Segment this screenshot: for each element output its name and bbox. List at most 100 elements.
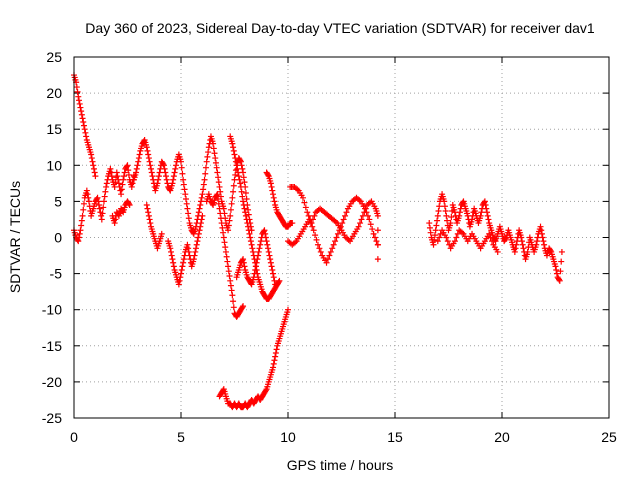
data-point: [512, 245, 519, 252]
data-point: [79, 115, 86, 122]
data-point: [240, 174, 247, 181]
data-point: [245, 227, 252, 234]
data-point: [317, 248, 324, 255]
data-point: [326, 252, 333, 259]
data-point: [82, 129, 89, 136]
data-point: [275, 279, 282, 286]
data-point: [431, 232, 438, 239]
data-point: [169, 180, 176, 187]
data-point: [456, 212, 463, 219]
data-point: [136, 151, 143, 158]
data-point: [217, 215, 224, 222]
data-point: [486, 230, 493, 237]
data-point: [213, 164, 220, 171]
data-point: [197, 198, 204, 205]
data-point: [231, 151, 238, 158]
data-point: [146, 216, 153, 223]
data-point: [524, 248, 531, 255]
data-point: [145, 212, 152, 219]
data-point: [229, 292, 236, 299]
data-point: [533, 238, 540, 245]
data-point: [80, 200, 87, 207]
data-point: [427, 229, 434, 236]
data-point: [245, 211, 252, 218]
data-point: [436, 234, 443, 241]
data-point: [220, 234, 227, 241]
data-point: [268, 263, 275, 270]
data-point: [90, 162, 97, 169]
data-point: [89, 158, 96, 165]
data-point: [552, 263, 559, 270]
data-point: [198, 194, 205, 201]
data-point: [333, 234, 340, 241]
data-point: [226, 217, 233, 224]
data-point: [265, 171, 272, 178]
data-point: [196, 205, 203, 212]
data-point: [255, 252, 262, 259]
data-point: [547, 247, 554, 254]
data-point: [228, 200, 235, 207]
data-point: [214, 169, 221, 176]
data-point: [76, 100, 83, 107]
data-point: [202, 164, 209, 171]
data-point: [175, 281, 182, 288]
data-point: [171, 169, 178, 176]
data-point: [230, 182, 237, 189]
data-point: [78, 217, 85, 224]
data-point: [158, 230, 165, 237]
data-point: [133, 165, 140, 172]
data-point: [80, 118, 87, 125]
data-point: [265, 245, 272, 252]
data-point: [426, 220, 433, 227]
data-point: [125, 167, 132, 174]
data-point: [266, 252, 273, 259]
data-point: [502, 235, 509, 242]
data-point: [178, 164, 185, 171]
data-point: [203, 158, 210, 165]
data-point: [200, 181, 207, 188]
data-point: [453, 234, 460, 241]
data-point: [230, 147, 237, 154]
data-point: [308, 220, 315, 227]
data-point: [230, 188, 237, 195]
data-point: [111, 220, 118, 227]
data-point: [178, 266, 185, 273]
y-tick-label: 10: [46, 157, 62, 173]
data-point: [241, 179, 248, 186]
data-point: [374, 256, 381, 263]
data-point: [253, 259, 260, 266]
data-point: [217, 210, 224, 217]
data-point: [195, 230, 202, 237]
data-point: [204, 153, 211, 160]
data-point: [433, 222, 440, 229]
data-point: [242, 189, 249, 196]
data-point: [234, 165, 241, 172]
data-point: [96, 205, 103, 212]
data-point: [125, 171, 132, 178]
data-point: [243, 216, 250, 223]
data-point: [170, 173, 177, 180]
data-point: [227, 206, 234, 213]
data-point: [262, 230, 269, 237]
data-point: [193, 241, 200, 248]
data-point: [447, 220, 454, 227]
data-point: [221, 239, 228, 246]
data-point: [135, 155, 142, 162]
data-point: [144, 147, 151, 154]
grid: [74, 57, 609, 418]
data-point: [237, 183, 244, 190]
data-point: [148, 169, 155, 176]
data-point: [215, 200, 222, 207]
data-point: [448, 214, 455, 221]
data-point: [169, 256, 176, 263]
data-point: [195, 209, 202, 216]
data-point: [242, 212, 249, 219]
data-point: [168, 252, 175, 259]
data-point: [262, 387, 269, 394]
data-point: [183, 200, 190, 207]
data-point: [250, 274, 257, 281]
data-point: [451, 238, 458, 245]
data-point: [533, 241, 540, 248]
data-point: [272, 350, 279, 357]
data-point: [77, 227, 84, 234]
